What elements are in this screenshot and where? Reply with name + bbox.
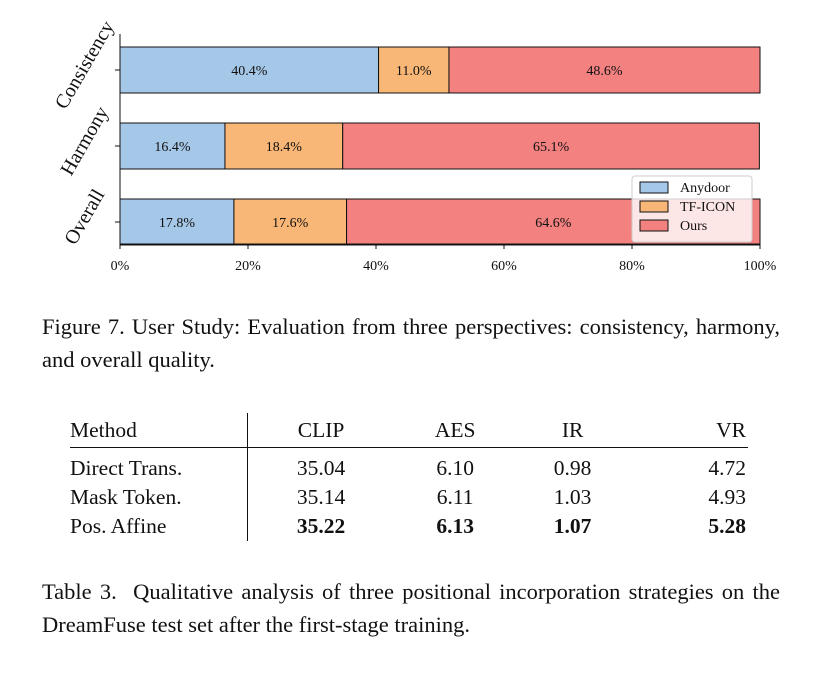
figure-caption-text: Figure 7. User Study: Evaluation from th… xyxy=(42,314,780,372)
chart-legend: Anydoor TF-ICON Ours xyxy=(631,175,753,243)
table-caption-text: Table 3. Qualitative analysis of three p… xyxy=(42,579,786,637)
vr-cell: 5.28 xyxy=(708,514,746,538)
category-label-harmony: Harmony xyxy=(56,103,113,179)
bar-consistency-anydoor xyxy=(119,46,380,94)
legend-swatch-anydoor xyxy=(639,181,669,194)
column-header-aes: AES xyxy=(394,413,517,448)
legend-label-ours: Ours xyxy=(680,219,707,234)
aes-cell: 6.13 xyxy=(436,514,474,538)
legend-swatch-ours xyxy=(639,219,669,232)
column-header-clip: CLIP xyxy=(247,413,395,448)
clip-cell: 35.04 xyxy=(296,456,346,480)
data-label: 40.4% xyxy=(231,64,268,79)
x-tick-label: 0% xyxy=(111,259,130,274)
data-label: 18.4% xyxy=(266,140,303,155)
table-caption: Table 3. Qualitative analysis of three p… xyxy=(42,575,780,641)
figure-caption: Figure 7. User Study: Evaluation from th… xyxy=(42,310,780,376)
data-label: 48.6% xyxy=(586,64,623,79)
table-row: Pos. Affine 35.22 6.13 1.07 5.28 xyxy=(70,512,748,541)
legend-label-tf-icon: TF-ICON xyxy=(680,200,735,215)
vr-cell: 4.72 xyxy=(708,456,746,480)
x-tick-label: 100% xyxy=(744,259,777,274)
data-label: 17.6% xyxy=(272,216,309,231)
column-header-ir: IR xyxy=(516,413,630,448)
vr-cell: 4.93 xyxy=(708,485,746,509)
x-tick-label: 80% xyxy=(619,259,645,274)
results-table: Method CLIP AES IR VR Direct Trans. 35.0… xyxy=(70,413,748,541)
aes-cell: 6.10 xyxy=(436,456,474,480)
method-cell: Pos. Affine xyxy=(70,512,248,541)
bar-consistency-ours xyxy=(448,46,761,94)
data-label: 11.0% xyxy=(396,64,432,79)
bar-harmony-ours xyxy=(342,122,760,170)
table-row: Direct Trans. 35.04 6.10 0.98 4.72 xyxy=(70,447,748,483)
method-cell: Mask Token. xyxy=(70,483,248,512)
bar-overall-anydoor xyxy=(119,198,235,246)
bar-consistency-tf-icon xyxy=(378,46,450,94)
x-tick-label: 20% xyxy=(235,259,261,274)
category-label-consistency: Consistency xyxy=(51,17,119,113)
data-label: 17.8% xyxy=(159,216,196,231)
data-label: 64.6% xyxy=(535,216,572,231)
table-row: Mask Token. 35.14 6.11 1.03 4.93 xyxy=(70,483,748,512)
column-header-method: Method xyxy=(70,413,248,448)
legend-swatch-tf-icon xyxy=(639,200,669,213)
method-cell: Direct Trans. xyxy=(70,447,248,483)
ir-cell: 0.98 xyxy=(553,456,592,480)
data-label: 65.1% xyxy=(533,140,570,155)
aes-cell: 6.11 xyxy=(436,485,474,509)
bar-harmony-tf-icon xyxy=(224,122,344,170)
data-label: 16.4% xyxy=(154,140,191,155)
legend-label-anydoor: Anydoor xyxy=(680,181,730,196)
x-tick-label: 60% xyxy=(491,259,517,274)
clip-cell: 35.22 xyxy=(296,514,346,538)
stacked-bar-chart: 40.4% 11.0% 48.6% 16.4% 18.4% 65.1% 17.8% 17.6%… xyxy=(51,17,777,274)
column-header-vr: VR xyxy=(629,413,748,448)
ir-cell: 1.03 xyxy=(553,485,592,509)
bar-overall-tf-icon xyxy=(233,198,348,246)
category-label-overall: Overall xyxy=(60,185,109,248)
table-header-row: Method CLIP AES IR VR xyxy=(70,413,748,448)
bar-harmony-anydoor xyxy=(119,122,226,170)
clip-cell: 35.14 xyxy=(296,485,346,509)
ir-cell: 1.07 xyxy=(553,514,592,538)
x-tick-label: 40% xyxy=(363,259,389,274)
